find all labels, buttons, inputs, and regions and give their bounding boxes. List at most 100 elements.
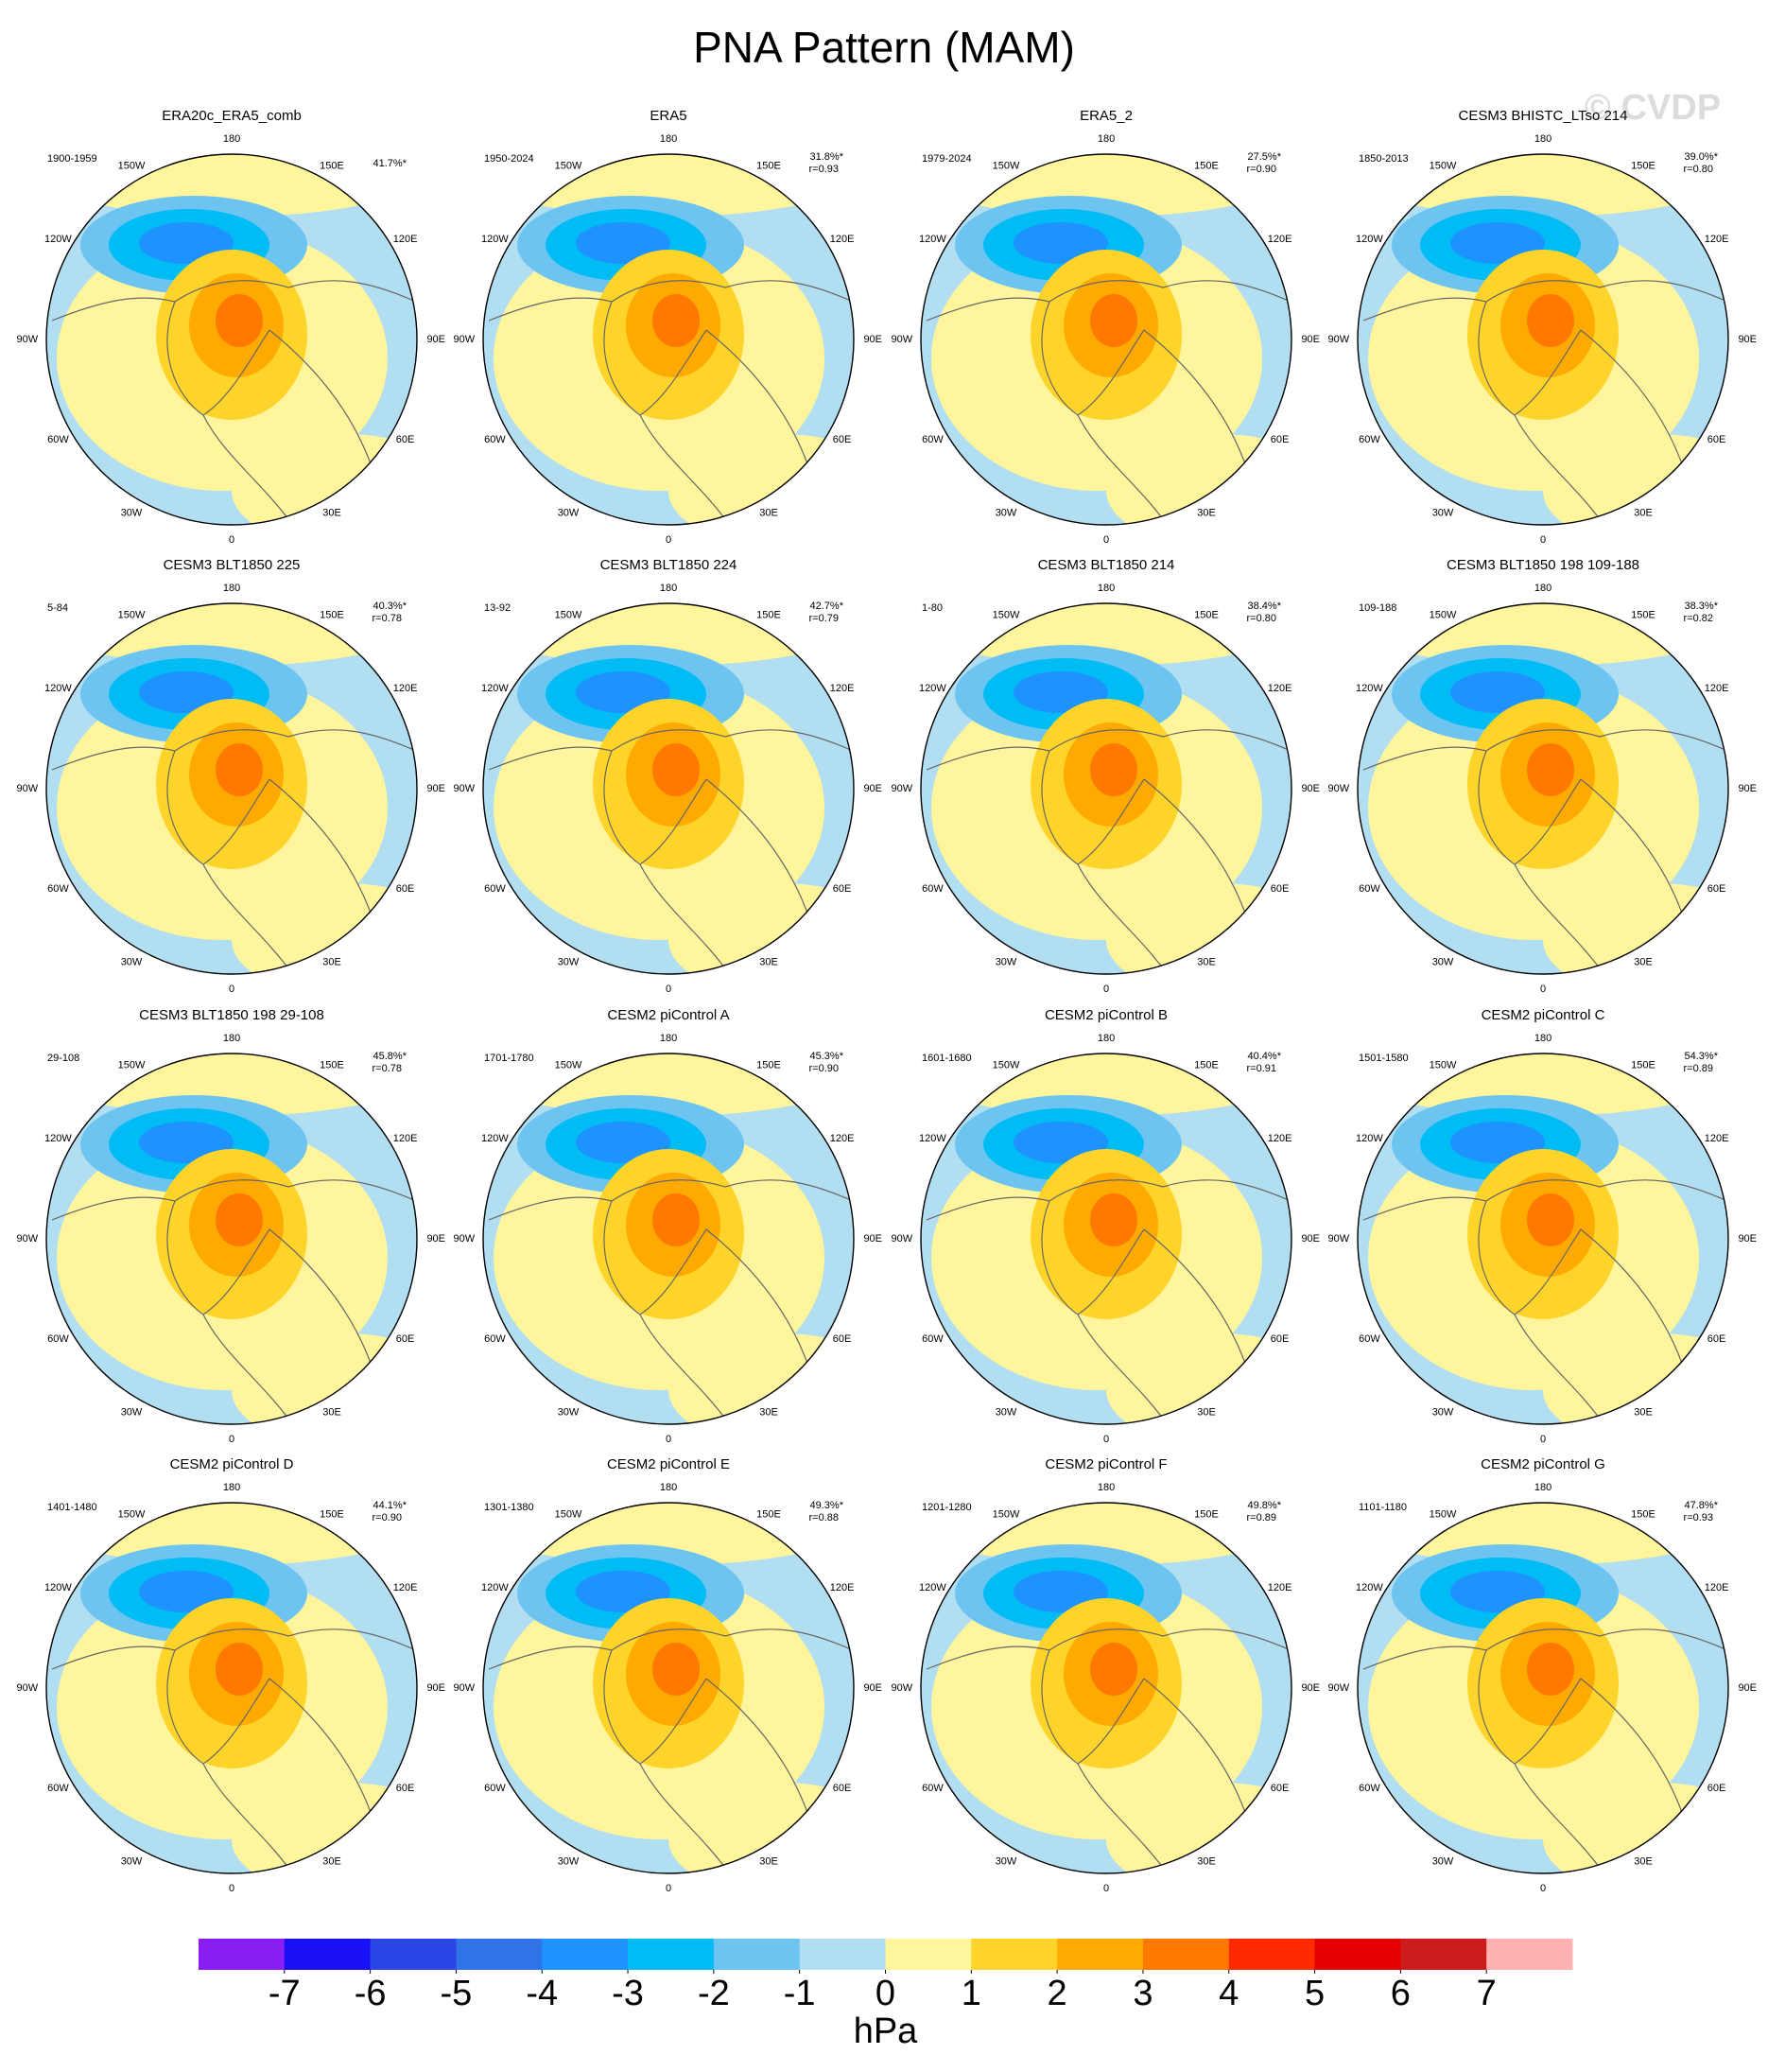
map-field <box>46 1503 417 1873</box>
coastline <box>1362 280 1728 520</box>
lon-label: 120W <box>44 1582 72 1593</box>
lon-label: 120E <box>1705 683 1729 694</box>
lon-label: 0 <box>1540 1434 1546 1445</box>
field-positive <box>1543 883 1728 974</box>
panel-period: 1301-1380 <box>484 1502 534 1513</box>
map-border <box>482 153 855 526</box>
map-border <box>482 602 855 975</box>
lon-label: 120W <box>1356 1582 1383 1593</box>
lon-label: 0 <box>1103 1434 1109 1445</box>
lon-label: 120E <box>393 234 418 245</box>
lon-label: 30E <box>1634 957 1653 968</box>
panel-period: 1900-1959 <box>47 153 97 165</box>
field-positive <box>921 603 1291 666</box>
lon-label: 30E <box>322 1856 341 1868</box>
colorbar-cell <box>1057 1939 1144 1970</box>
lon-label: 90E <box>1301 1682 1320 1694</box>
lon-label: 90E <box>1738 1682 1757 1694</box>
chart-title: PNA Pattern (MAM) <box>693 23 1075 72</box>
panel-period: 1979-2024 <box>922 153 972 165</box>
lon-label: 30E <box>1197 508 1216 519</box>
lon-label: 0 <box>229 534 234 546</box>
lon-label: 120E <box>393 683 418 694</box>
lon-label: 60E <box>1707 883 1726 895</box>
lon-label: 0 <box>666 984 671 995</box>
lon-label: 60E <box>1271 1783 1290 1794</box>
lon-label: 30E <box>1634 508 1653 519</box>
lon-label: 180 <box>1534 133 1551 145</box>
lon-label: 30W <box>996 957 1017 968</box>
field-positive <box>483 603 854 666</box>
lon-label: 90W <box>1327 1233 1349 1245</box>
panel-title: CESM2 piControl D <box>170 1456 294 1472</box>
colorbar-cell <box>284 1939 372 1970</box>
lon-label: 90W <box>16 1682 38 1694</box>
lon-label: 150E <box>320 609 344 620</box>
panel-pct: 44.1%* <box>373 1500 407 1511</box>
map-field <box>921 154 1291 525</box>
lon-label: 0 <box>666 1883 671 1894</box>
map-panel: 0 30E 60E 90E 120E 150E 180 150W 120W 90W 60W 30W CE… <box>16 1456 445 1894</box>
colorbar-cell <box>885 1939 972 1970</box>
panel-pct: 49.3%* <box>810 1500 844 1511</box>
map-field <box>46 603 417 974</box>
map-panel: 0 30E 60E 90E 120E 150E 180 150W 120W 90W 60W 30W CE… <box>891 1456 1320 1894</box>
lon-label: 60E <box>833 434 852 445</box>
map-field <box>483 603 854 974</box>
panel-r: r=0.78 <box>373 1063 403 1074</box>
lon-label: 150W <box>555 160 582 171</box>
lon-label: 90E <box>1738 783 1757 794</box>
coastline <box>926 729 1291 969</box>
field-positive <box>921 1503 1291 1565</box>
map-field <box>921 603 1291 974</box>
map-border <box>1357 1053 1729 1425</box>
lon-label: 0 <box>1103 534 1109 546</box>
map-field <box>46 1053 417 1424</box>
colorbar-tick-label: 3 <box>1133 1974 1153 2013</box>
lon-label: 180 <box>223 1482 240 1493</box>
panel-period: 1101-1180 <box>1359 1502 1407 1513</box>
lon-label: 150W <box>993 1508 1020 1520</box>
lon-label: 90W <box>891 783 912 794</box>
colorbar-tick-label: -3 <box>612 1974 644 2013</box>
lon-label: 150W <box>555 609 582 620</box>
map-border <box>45 1053 418 1425</box>
lon-label: 60E <box>396 1333 415 1345</box>
lon-label: 120E <box>830 1582 855 1593</box>
lon-label: 120W <box>44 234 72 245</box>
lon-label: 120W <box>44 1133 72 1144</box>
coastline <box>51 280 417 520</box>
lon-label: 30W <box>121 1407 143 1419</box>
colorbar-tick-label: -2 <box>698 1974 730 2013</box>
lon-label: 150E <box>1194 1508 1219 1520</box>
lon-label: 60E <box>1707 434 1726 445</box>
colorbar-cell <box>1486 1939 1573 1970</box>
lon-label: 150W <box>118 160 146 171</box>
lon-label: 90E <box>863 783 882 794</box>
field-positive <box>668 434 854 525</box>
lon-label: 90E <box>1738 334 1757 345</box>
map-panel: 0 30E 60E 90E 120E 150E 180 150W 120W 90W 60W 30W ER… <box>453 108 882 546</box>
panel-r: r=0.93 <box>1684 1512 1714 1524</box>
lon-label: 60W <box>922 1333 944 1345</box>
colorbar-tick-label: 7 <box>1477 1974 1497 2013</box>
panel-r: r=0.90 <box>1247 164 1277 175</box>
map-field <box>1358 1053 1728 1424</box>
field-positive <box>1106 1783 1291 1873</box>
lon-label: 180 <box>1098 133 1115 145</box>
lon-label: 180 <box>660 133 677 145</box>
lon-label: 180 <box>1098 1033 1115 1044</box>
lon-label: 120W <box>481 683 509 694</box>
lon-label: 120W <box>919 683 946 694</box>
lon-label: 30E <box>1634 1856 1653 1868</box>
panel-period: 1950-2024 <box>484 153 534 165</box>
lon-label: 150E <box>756 609 781 620</box>
field-positive <box>1527 1193 1574 1246</box>
lon-label: 90W <box>453 1682 475 1694</box>
map-panel: 0 30E 60E 90E 120E 150E 180 150W 120W 90W 60W 30W CE… <box>16 557 445 995</box>
colorbar-cell <box>799 1939 886 1970</box>
lon-label: 30W <box>996 508 1017 519</box>
colorbar-tick-label: -4 <box>526 1974 558 2013</box>
field-positive <box>483 1053 854 1116</box>
map-border <box>482 1502 855 1874</box>
